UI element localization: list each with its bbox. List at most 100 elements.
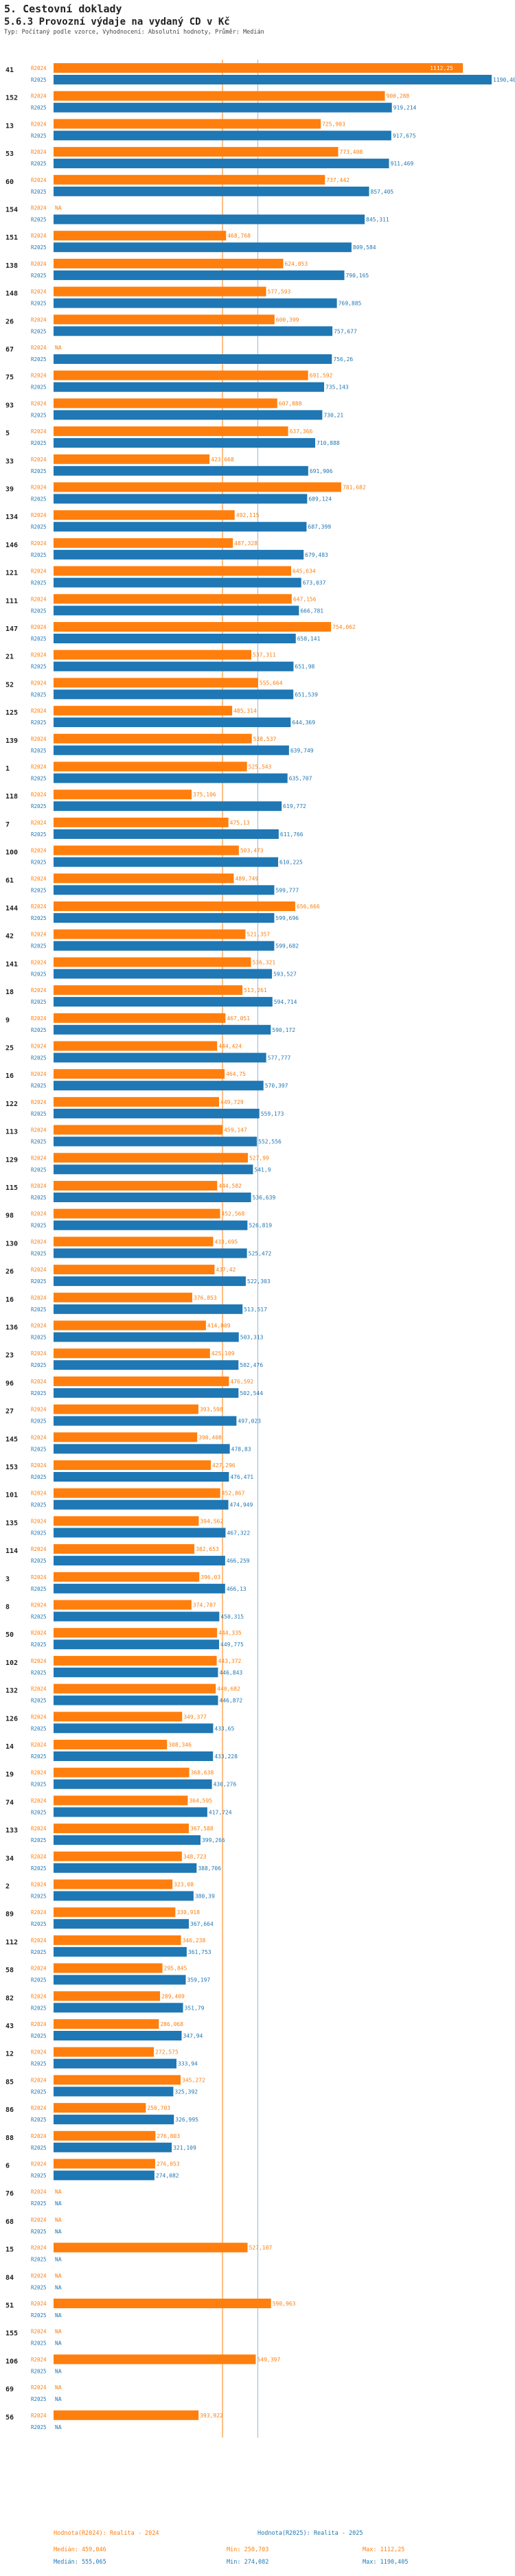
value-label-r2024: 549,397 [257, 2356, 280, 2362]
bar-r2025 [54, 130, 391, 141]
series-tag-r2025: R2025 [31, 971, 47, 977]
value-label-r2024: 590,963 [273, 2301, 296, 2307]
bar-r2025 [54, 634, 296, 643]
bar-r2024 [54, 1376, 229, 1386]
row-label: 113 [5, 1129, 18, 1136]
bar-r2024 [54, 873, 234, 884]
series-tag-r2024: R2024 [31, 708, 47, 714]
series-tag-r2024: R2024 [31, 233, 47, 239]
series-tag-r2025: R2025 [31, 440, 47, 446]
bar-r2025 [54, 2170, 154, 2181]
series-tag-r2024: R2024 [31, 2049, 47, 2056]
value-label-r2024: 295,845 [164, 1966, 187, 1972]
series-tag-r2025: R2025 [31, 1698, 47, 1704]
value-label-r2025: 497,023 [238, 1418, 261, 1425]
series-tag-r2025: R2025 [31, 1642, 47, 1648]
series-tag-r2025: R2025 [31, 1055, 47, 1061]
bar-r2024 [54, 957, 251, 967]
value-label-r2025: 359,197 [187, 1977, 211, 1983]
value-label-r2024: 513,261 [244, 987, 267, 993]
value-label-r2024: 467,051 [227, 1015, 250, 1022]
series-tag-r2025: R2025 [31, 1111, 47, 1117]
series-tag-r2025: R2025 [31, 1753, 47, 1760]
row-label: 43 [5, 2023, 14, 2030]
bar-r2025 [54, 1863, 197, 1873]
value-label-r2024: 349,377 [183, 1714, 207, 1720]
value-label-r2025: 917,675 [393, 133, 416, 139]
value-label-r2024: 444,582 [218, 1183, 242, 1189]
bar-r2025 [54, 1695, 218, 1705]
row-label: 145 [5, 1436, 18, 1443]
bar-r2024 [54, 2410, 199, 2420]
bar-r2024 [54, 1404, 198, 1414]
bar-r2025 [54, 1472, 229, 1482]
row-label: 151 [5, 234, 18, 242]
row-label: 147 [5, 625, 18, 633]
row-label: 74 [5, 1799, 14, 1806]
bar-r2025 [54, 1891, 194, 1901]
value-label-r2024: 781,682 [343, 485, 366, 491]
bar-r2025 [54, 465, 308, 476]
series-tag-r2025: R2025 [31, 1530, 47, 1536]
series-tag-r2024: R2024 [31, 1797, 47, 1804]
bar-r2024 [54, 1740, 168, 1749]
bar-r2025 [54, 717, 291, 728]
series-tag-r2024: R2024 [31, 1630, 47, 1636]
bar-r2024 [54, 1544, 195, 1554]
series-tag-r2025: R2025 [31, 2200, 47, 2207]
series-tag-r2024: R2024 [31, 2273, 47, 2279]
row-label: 102 [5, 1659, 18, 1667]
row-label: 121 [5, 570, 18, 577]
series-tag-r2024: R2024 [31, 205, 47, 211]
value-label-r2024: 425,109 [211, 1350, 235, 1357]
value-label-r2024: 773,408 [340, 149, 363, 155]
bar-r2024 [54, 706, 233, 716]
row-label: 15 [5, 2246, 14, 2254]
row-label: 68 [5, 2218, 14, 2226]
value-label-r2025: 673,037 [303, 580, 326, 586]
value-label-r2024: 459,147 [224, 1127, 247, 1134]
row-label: 61 [5, 877, 14, 884]
series-tag-r2024: R2024 [31, 904, 47, 910]
row-label: 53 [5, 150, 14, 158]
row-label: 114 [5, 1548, 18, 1555]
value-label-r2025: 525,472 [249, 1250, 272, 1256]
bar-r2025 [54, 354, 332, 364]
bar-r2025 [54, 1081, 264, 1091]
series-tag-r2024: R2024 [31, 1267, 47, 1273]
row-label: 13 [5, 122, 14, 130]
row-label: 134 [5, 514, 18, 521]
value-label-r2024: 272,575 [155, 2049, 179, 2056]
series-tag-r2025: R2025 [31, 384, 47, 391]
series-tag-r2024: R2024 [31, 1379, 47, 1385]
value-label-r2025: 476,471 [230, 1474, 253, 1480]
series-tag-r2024: R2024 [31, 2021, 47, 2027]
bar-r2024 [54, 538, 233, 548]
row-label: 84 [5, 2274, 14, 2281]
series-tag-r2025: R2025 [31, 580, 47, 586]
row-label: 146 [5, 542, 18, 549]
value-label-r2025: 769,885 [339, 301, 362, 307]
bar-r2024 [54, 1460, 211, 1470]
series-tag-r2025: R2025 [31, 1949, 47, 1955]
value-label-r2024: 443,372 [218, 1658, 242, 1664]
series-tag-r2024: R2024 [31, 680, 47, 686]
value-label-r2024: 527,99 [249, 1155, 269, 1161]
value-label-r2025: 446,843 [219, 1670, 242, 1676]
value-label-r2025: 790,165 [345, 273, 369, 279]
bar-r2024 [54, 1265, 215, 1275]
series-tag-r2025: R2025 [31, 133, 47, 139]
value-label-r2025: 599,777 [275, 887, 299, 893]
bar-r2024 [54, 1991, 161, 2001]
value-label-r2024: 521,357 [247, 932, 270, 938]
row-label: 85 [5, 2078, 14, 2086]
row-label: 86 [5, 2106, 14, 2114]
row-label: 6 [5, 2163, 10, 2170]
bar-r2025 [54, 159, 389, 169]
series-tag-r2025: R2025 [31, 1670, 47, 1676]
bar-r2025 [54, 522, 307, 532]
value-label-r2025: 651,539 [295, 691, 318, 698]
bar-r2025 [54, 1528, 226, 1538]
bar-r2025 [54, 1807, 207, 1817]
value-label-r2024: 444,424 [218, 1044, 242, 1050]
